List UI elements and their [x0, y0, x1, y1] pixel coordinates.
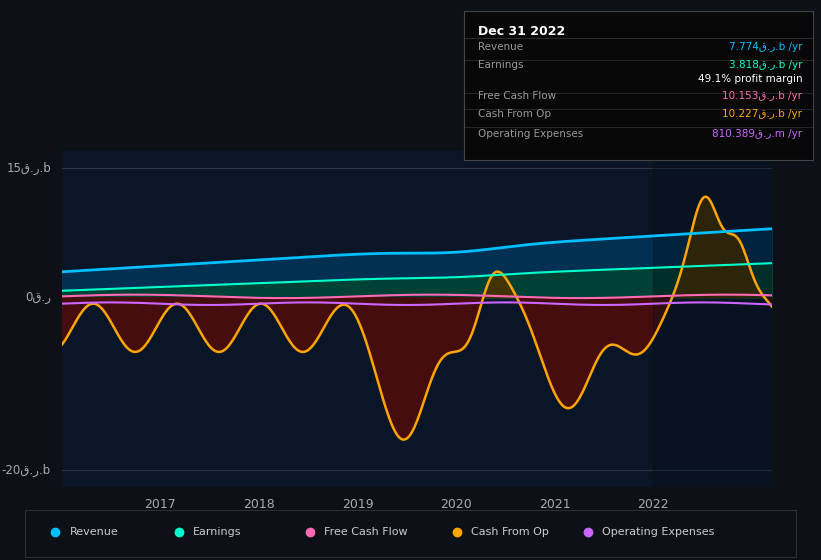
Text: 49.1% profit margin: 49.1% profit margin — [698, 74, 802, 85]
Text: Earnings: Earnings — [193, 528, 241, 538]
Text: 810.389ق.ر.m /yr: 810.389ق.ر.m /yr — [712, 129, 802, 139]
Text: Dec 31 2022: Dec 31 2022 — [478, 25, 565, 38]
Text: Revenue: Revenue — [478, 42, 523, 52]
Text: Earnings: Earnings — [478, 59, 523, 69]
Text: Free Cash Flow: Free Cash Flow — [478, 91, 556, 101]
Text: Cash From Op: Cash From Op — [478, 109, 551, 119]
Text: 15ق.ر.b: 15ق.ر.b — [7, 162, 51, 175]
Text: Operating Expenses: Operating Expenses — [478, 129, 583, 139]
Bar — [654, 151, 772, 487]
Text: Operating Expenses: Operating Expenses — [602, 528, 714, 538]
Text: -20ق.ر.b: -20ق.ر.b — [2, 464, 51, 477]
Text: Free Cash Flow: Free Cash Flow — [324, 528, 408, 538]
Text: Revenue: Revenue — [70, 528, 118, 538]
Text: 10.227ق.ر.b /yr: 10.227ق.ر.b /yr — [722, 109, 802, 119]
Text: 0ق.ر: 0ق.ر — [25, 291, 51, 304]
Text: Cash From Op: Cash From Op — [470, 528, 548, 538]
Text: 7.774ق.ر.b /yr: 7.774ق.ر.b /yr — [729, 42, 802, 52]
Text: 3.818ق.ر.b /yr: 3.818ق.ر.b /yr — [729, 59, 802, 69]
Text: 10.153ق.ر.b /yr: 10.153ق.ر.b /yr — [722, 91, 802, 101]
